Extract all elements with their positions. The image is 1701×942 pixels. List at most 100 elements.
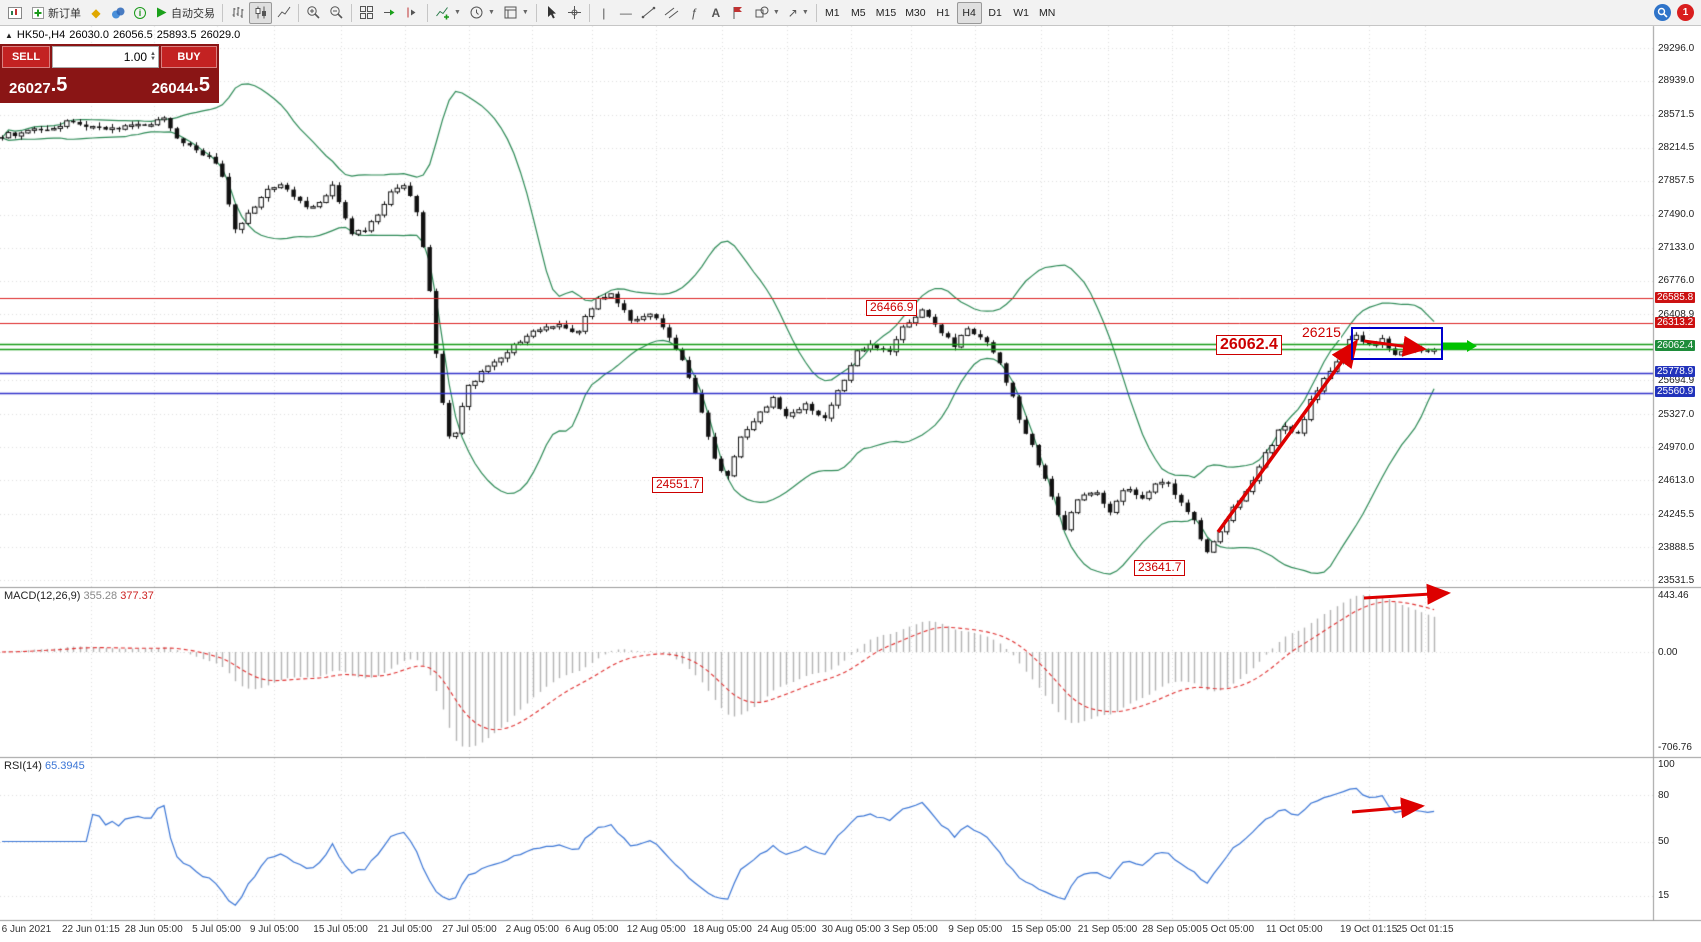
volume-field[interactable]: 1.00 ▲ ▼ [52,46,159,68]
info-icon: i [134,6,146,19]
time-axis-label: 6 Jun 2021 [1,924,52,935]
new-order-button[interactable]: 新订单 [27,2,85,24]
zoom-in-icon[interactable] [302,2,325,24]
toolbar-separator [351,3,352,22]
time-axis-label: 12 Aug 05:00 [626,924,686,935]
toolbar-separator [588,3,590,22]
volume-down-icon[interactable]: ▼ [150,56,156,62]
price-axis-label: 26408.9 [1658,308,1695,320]
indicators-button[interactable]: ▼ [431,2,465,24]
timeframe-m15[interactable]: M15 [875,6,897,19]
search-icon[interactable] [1654,4,1671,21]
bar-chart-icon[interactable] [226,2,249,24]
toolbar-separator [298,3,299,22]
one-click-toggle-icon[interactable]: ▲ [5,31,13,40]
chart-annotation-label[interactable]: 26466.9 [866,300,918,316]
templates-button[interactable]: ▼ [499,2,533,24]
price-axis-label: 24245.5 [1658,508,1695,520]
new-order-label: 新订单 [48,7,81,20]
toolbar-separator [815,3,817,22]
vertical-line-tool-icon[interactable]: | [602,5,606,20]
text-tool-icon[interactable]: A [711,5,721,20]
tile-windows-icon[interactable] [355,2,378,24]
time-axis-label: 28 Jun 05:00 [124,924,183,935]
market-watch-icon[interactable] [107,2,129,24]
time-axis-label: 27 Jul 05:00 [442,924,497,935]
macd-signal-value: 377.37 [120,590,154,602]
metaeditor-icon[interactable]: ◆ [91,5,101,20]
time-axis-label: 22 Jun 01:15 [61,924,120,935]
buy-price[interactable]: 26044.5 [151,74,210,97]
sell-price[interactable]: 26027.5 [9,74,68,97]
toolbar-right-group: 1 [1654,4,1698,21]
notification-badge[interactable]: 1 [1677,4,1694,21]
macd-axis-label: 443.46 [1658,589,1689,601]
candlestick-chart-icon[interactable] [249,1,272,24]
macd-value: 355.28 [83,590,118,602]
chart-annotation-label[interactable]: 24551.7 [652,477,704,493]
time-axis-label: 11 Oct 05:00 [1266,924,1323,935]
macd-axis-label: -706.76 [1658,741,1692,753]
time-axis-label: 5 Jul 05:00 [192,924,241,935]
time-axis-label: 24 Aug 05:00 [757,924,817,935]
trendline-tool-icon[interactable] [637,2,660,24]
timeframe-mn[interactable]: MN [1038,6,1056,19]
periods-button[interactable]: ▼ [465,2,499,24]
time-axis-label: 3 Sep 05:00 [883,924,938,935]
chart-ohlc-header: ▲ HK50-,H4 26030.0 26056.5 25893.5 26029.0 [5,29,244,41]
horizontal-line-tool-icon[interactable]: — [619,5,632,20]
time-axis-label: 18 Aug 05:00 [692,924,752,935]
shapes-tool-button[interactable]: ▼ [750,2,784,24]
cursor-icon[interactable] [540,2,563,24]
price-axis-highlight-label: 26313.2 [1655,316,1696,328]
timeframe-d1[interactable]: D1 [988,6,1002,19]
crosshair-icon[interactable] [563,2,586,24]
price-axis-label: 28214.5 [1658,142,1695,154]
symbol-timeframe: HK50-,H4 [16,29,66,41]
time-axis-label: 21 Jul 05:00 [377,924,433,935]
toolbar: 新订单 ◆ i 自动交易 ▼ ▼ ▼ | — ƒ A ▼ ↗ ▼ M1 M5 M15 M… [0,0,1701,26]
timeframe-w1[interactable]: W1 [1013,6,1029,19]
chart-annotation-label[interactable]: 23641.7 [1134,560,1186,576]
price-axis-label: 29296.0 [1658,42,1695,54]
one-click-trading-panel: SELL 1.00 ▲ ▼ BUY 26027.5 26044.5 [0,44,219,103]
toolbar-separator [222,3,223,22]
volume-stepper[interactable]: ▲ ▼ [150,51,156,62]
timeframe-m1[interactable]: M1 [824,6,840,19]
macd-indicator-label: MACD(12,26,9) 355.28 377.37 [4,590,154,602]
auto-scroll-icon[interactable] [378,2,401,24]
timeframe-m5[interactable]: M5 [850,6,866,19]
zoom-out-icon[interactable] [325,2,348,24]
timeframe-h4[interactable]: H4 [956,1,982,24]
timeframe-group: M1 M5 M15 M30 H1 H4 D1 W1 MN [820,1,1060,24]
price-axis-label: 24970.0 [1658,441,1695,453]
chart-annotation-label[interactable]: 26062.4 [1216,335,1282,356]
ohlc-open: 26030.0 [69,29,109,41]
buy-button[interactable]: BUY [161,46,217,68]
fibonacci-tool-icon[interactable]: ƒ [690,5,698,20]
chart-annotation-label[interactable]: 26215 [1302,324,1341,341]
autotrade-button[interactable]: 自动交易 [151,2,219,24]
toolbar-separator [427,3,428,22]
chevron-down-icon: ▼ [521,9,529,16]
rsi-axis-label: 15 [1658,890,1670,902]
price-axis-label: 24613.0 [1658,474,1695,486]
timeframe-h1[interactable]: H1 [936,6,950,19]
volume-up-icon[interactable]: ▲ [150,51,156,57]
arrows-tool-button[interactable]: ↗ ▼ [787,5,809,20]
line-chart-icon[interactable] [272,2,295,24]
price-axis-label: 25694.9 [1658,374,1695,386]
autotrade-label: 自动交易 [171,7,215,20]
price-axis-label: 27857.5 [1658,175,1695,187]
time-axis-label: 2 Aug 05:00 [505,924,559,935]
sell-button[interactable]: SELL [2,46,50,68]
data-window-icon[interactable]: i [129,2,151,24]
channel-tool-icon[interactable] [660,2,683,24]
time-axis-label: 28 Sep 05:00 [1142,924,1202,935]
timeframe-m30[interactable]: M30 [905,6,926,19]
chart-shift-icon[interactable] [401,2,424,24]
chart-window-icon[interactable] [3,2,27,24]
label-tool-icon[interactable] [727,2,750,24]
